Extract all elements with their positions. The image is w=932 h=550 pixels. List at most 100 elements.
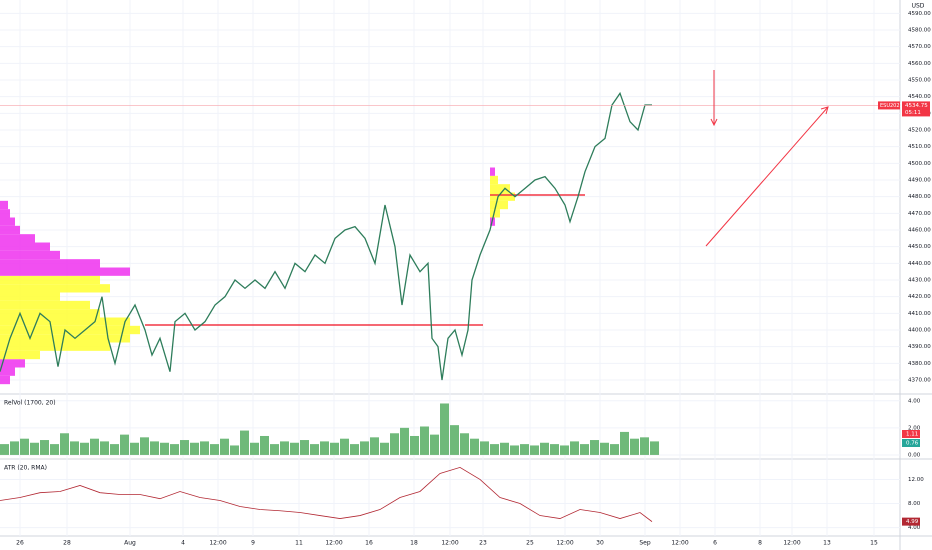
x-tick-label: 6 (713, 540, 717, 547)
y-tick-label: 4540.00 (908, 94, 931, 100)
bar (30, 442, 39, 455)
bar (310, 444, 319, 455)
y-tick-label: 4490.00 (908, 178, 931, 184)
x-tick-label: 13 (823, 540, 831, 547)
volume-profile-bar (0, 300, 90, 310)
y-tick-label: 4370.00 (908, 378, 931, 384)
last-label: 0.76 (906, 441, 919, 447)
x-tick-label: 11 (295, 540, 303, 547)
last-label: 4.99 (906, 519, 919, 525)
bar (480, 441, 489, 455)
y-tick-label: 4390.00 (908, 344, 931, 350)
volume-profile-bar (490, 209, 500, 218)
bar (580, 444, 589, 455)
y-tick-label: 4580.00 (908, 28, 931, 34)
y-tick-label: 0.00 (908, 452, 921, 458)
series-line (0, 91, 652, 381)
x-tick-label: 18 (410, 540, 418, 547)
x-tick-label: 30 (596, 540, 604, 547)
arrow-drawing (705, 106, 829, 247)
bar (440, 403, 449, 455)
bar (0, 444, 9, 455)
bar (90, 438, 99, 455)
y-tick-label: 4570.00 (908, 44, 931, 50)
x-tick-label: 12:00 (209, 540, 226, 547)
volume-profile-bar (0, 267, 130, 276)
x-tick-label: 12:00 (783, 540, 800, 547)
bar (470, 438, 479, 455)
x-tick-label: 12:00 (325, 540, 342, 547)
bar (110, 444, 119, 455)
pane-title: RelVol (1700, 20) (4, 400, 56, 407)
bar (500, 442, 509, 455)
bar (130, 442, 139, 455)
bar (520, 444, 529, 455)
y-tick-label: 4560.00 (908, 61, 931, 67)
volume-profile-bar (490, 200, 508, 210)
bar (590, 440, 599, 455)
bar (510, 445, 519, 455)
volume-profile-bar (0, 234, 35, 243)
volume-profile-bar (0, 284, 110, 293)
bar (380, 442, 389, 455)
bar (330, 442, 339, 455)
x-tick-label: Sep (639, 540, 651, 547)
bar (210, 444, 219, 455)
volume-profile-bar (0, 334, 130, 343)
x-tick-label: 23 (479, 540, 487, 547)
bar (460, 433, 469, 455)
bar (120, 434, 129, 455)
bar (70, 441, 79, 455)
symbol-box (878, 101, 900, 110)
pane-title: ATR (20, RMA) (4, 465, 47, 472)
volume-profile-bar (0, 242, 50, 251)
x-tick-label: 4 (181, 540, 185, 547)
volume-profile-bar (490, 167, 495, 176)
bar (410, 435, 419, 455)
bar (400, 427, 409, 455)
bar (600, 442, 609, 455)
x-tick-label: Aug (124, 540, 136, 547)
last-price: 4534.75 (905, 103, 928, 109)
volume-profile-bar (0, 325, 140, 335)
bar (390, 433, 399, 455)
x-tick-label: 12:00 (441, 540, 458, 547)
bar (650, 441, 659, 455)
volume-profile-bar (490, 175, 498, 185)
y-tick-label: 12.00 (908, 477, 924, 483)
y-tick-label: 4.00 (908, 398, 921, 404)
volume-profile-bar (0, 209, 10, 218)
countdown: 05:11 (905, 110, 921, 116)
bar (20, 438, 29, 455)
x-tick-label: 12:00 (671, 540, 688, 547)
bar (170, 444, 179, 455)
bar (180, 440, 189, 455)
bar (60, 433, 69, 455)
volume-profile-bar (0, 259, 100, 268)
bar (430, 434, 439, 455)
volume-profile-bar (0, 250, 60, 260)
x-tick-label: 9 (251, 540, 255, 547)
last-price-box (902, 101, 930, 117)
volume-profile-bar (0, 292, 60, 301)
bar (540, 442, 549, 455)
currency: USD (912, 3, 925, 10)
volume-profile-bar (0, 359, 25, 368)
bar (370, 437, 379, 455)
y-tick-label: 4450.00 (908, 244, 931, 250)
x-tick-label: 15 (870, 540, 878, 547)
y-tick-label: 4.00 (908, 525, 921, 531)
bar (560, 445, 569, 455)
y-tick-label: 4400.00 (908, 328, 931, 334)
last-label-box (902, 439, 920, 447)
y-tick-label: 4510.00 (908, 144, 931, 150)
y-tick-label: 4480.00 (908, 194, 931, 200)
bar (270, 444, 279, 455)
x-tick-label: 28 (63, 540, 71, 547)
y-tick-label: 4590.00 (908, 11, 931, 17)
y-tick-label: 4470.00 (908, 211, 931, 217)
bar (140, 437, 149, 455)
bar (530, 445, 539, 455)
bar (320, 441, 329, 455)
x-tick-label: 8 (758, 540, 762, 547)
